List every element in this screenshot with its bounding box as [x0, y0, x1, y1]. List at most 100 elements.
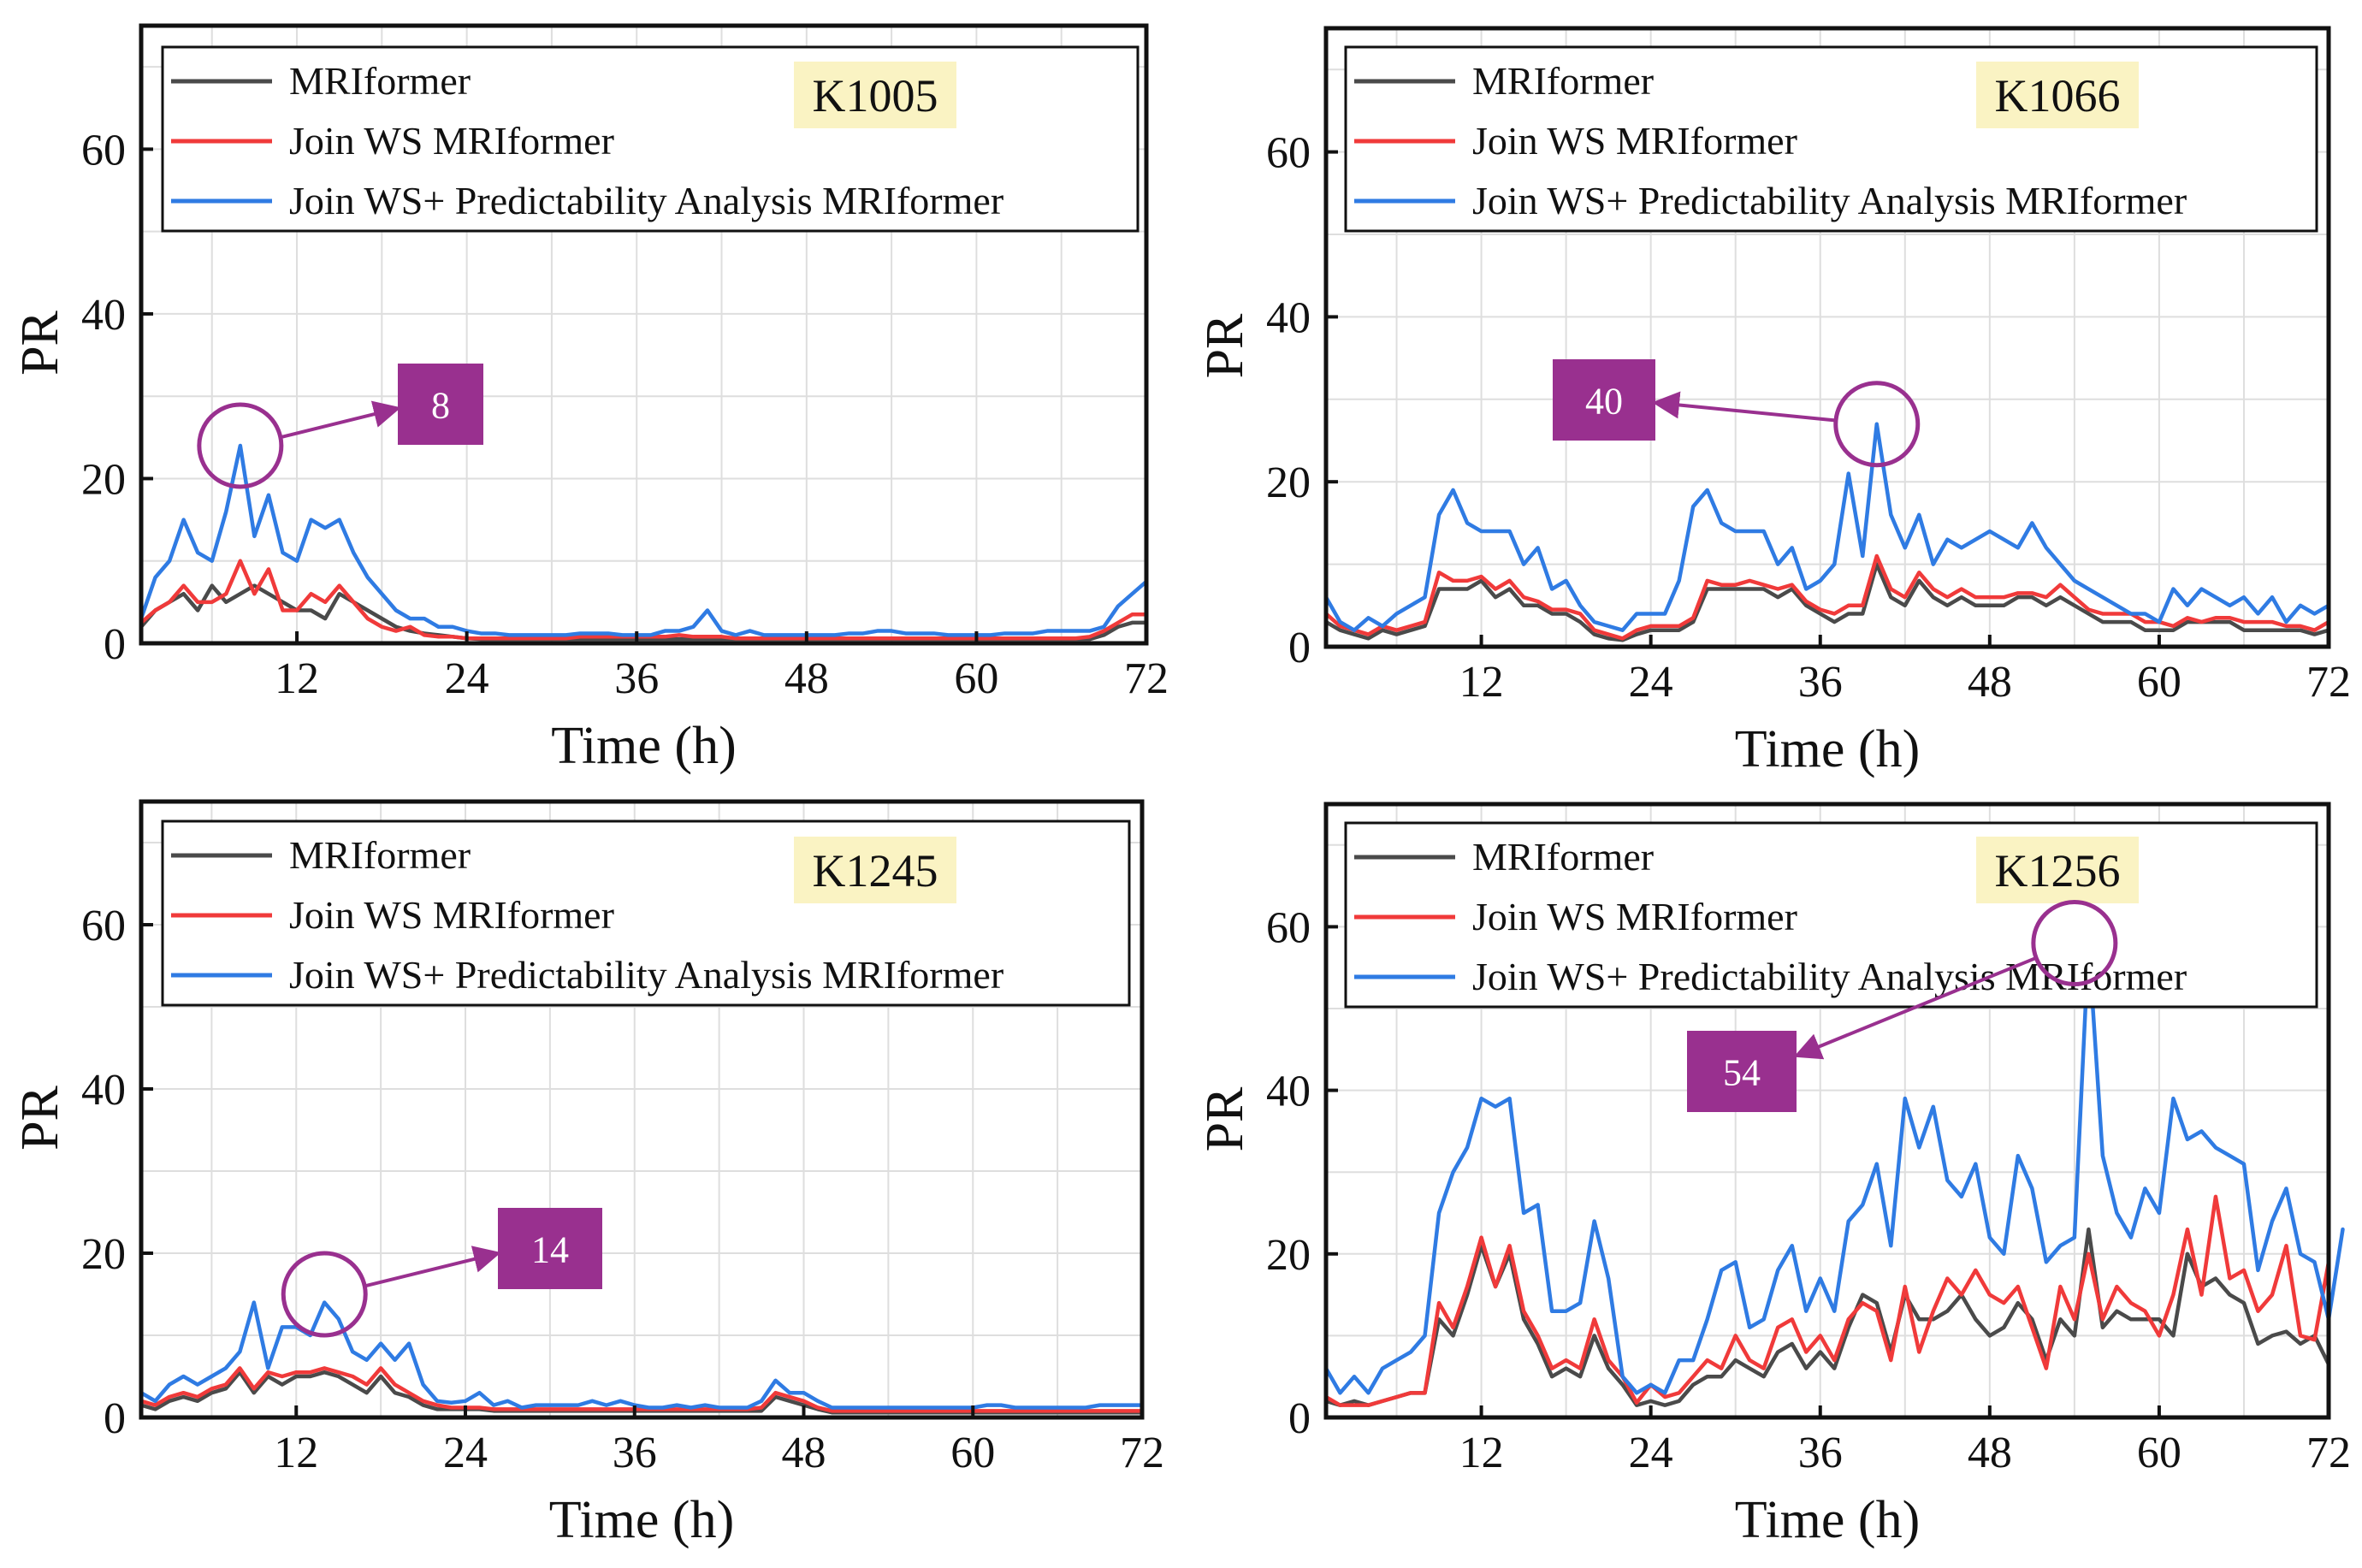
y-tick-label: 60	[81, 902, 126, 950]
y-tick-label: 40	[1266, 1068, 1311, 1116]
annotation-label: 54	[1723, 1052, 1761, 1094]
legend-label-2: Join WS MRIformer	[289, 119, 614, 163]
x-tick-label: 12	[1459, 658, 1504, 707]
annotation-label: 14	[531, 1229, 569, 1271]
plot-frame	[1323, 26, 2331, 649]
y-axis-label: PR	[1196, 313, 1254, 378]
legend-label-2: Join WS MRIformer	[1472, 119, 1797, 163]
legend-box	[161, 45, 1140, 233]
x-tick-label: 24	[1629, 658, 1673, 707]
station-tag-bg	[794, 837, 956, 903]
chart-panel-k1005: 12 24 36 48 60 72 0 20 40 60 Time (h) PR MRIformer Jo…	[11, 23, 1169, 775]
x-tick-label: 48	[1968, 658, 2012, 707]
y-axis-label: PR	[11, 310, 69, 375]
y-tick-label: 0	[1288, 624, 1311, 672]
legend-box	[1344, 821, 2318, 1009]
station-tag: K1066	[1995, 70, 2121, 121]
series-line-2	[139, 559, 1149, 641]
station-tag: K1256	[1995, 845, 2121, 896]
station-tag-bg	[1976, 62, 2139, 128]
series-line-2	[139, 1366, 1145, 1413]
legend-label-3: Join WS+ Predictability Analysis MRIform…	[1472, 179, 2187, 222]
y-tick-label: 20	[1266, 459, 1311, 507]
y-tick-label: 20	[81, 1230, 126, 1279]
peak-highlight-circle	[197, 402, 284, 489]
peak-highlight-circle	[1833, 381, 1921, 468]
y-tick-label: 60	[1266, 903, 1311, 952]
legend-label-3: Join WS+ Predictability Analysis MRIform…	[1472, 955, 2187, 998]
legend-label-1: MRIformer	[289, 59, 471, 103]
series-line-3	[1323, 941, 2345, 1395]
annotation-arrow	[280, 400, 401, 440]
legend-label-3: Join WS+ Predictability Analysis MRIform…	[289, 953, 1003, 997]
legend-label-1: MRIformer	[289, 833, 471, 877]
y-axis-label: PR	[11, 1085, 69, 1150]
x-tick-label: 60	[950, 1429, 995, 1477]
x-tick-label: 60	[2137, 1429, 2181, 1477]
x-tick-label: 48	[782, 1429, 826, 1477]
x-tick-label: 72	[1120, 1429, 1164, 1477]
x-axis-label: Time (h)	[551, 717, 736, 775]
x-tick-label: 48	[784, 654, 829, 703]
y-axis-label: PR	[1196, 1086, 1254, 1151]
x-tick-label: 60	[954, 654, 998, 703]
x-tick-label: 12	[274, 1429, 318, 1477]
series-line-3	[1323, 422, 2331, 632]
y-tick-label: 0	[104, 620, 126, 669]
annotation-box	[398, 364, 483, 445]
y-tick-label: 40	[81, 291, 126, 340]
series-line-3	[139, 443, 1149, 637]
y-tick-label: 60	[81, 126, 126, 175]
x-tick-label: 24	[1629, 1429, 1673, 1477]
y-tick-label: 0	[1288, 1394, 1311, 1443]
y-tick-label: 0	[104, 1394, 126, 1443]
series-line-1	[139, 583, 1149, 642]
x-axis-label: Time (h)	[549, 1491, 734, 1549]
series-line-2	[1323, 553, 2331, 641]
x-axis-label: Time (h)	[1735, 720, 1920, 778]
annotation-arrow	[364, 1246, 501, 1288]
station-tag: K1005	[813, 70, 938, 121]
annotation-arrow	[1793, 956, 2037, 1060]
x-axis-label: Time (h)	[1735, 1491, 1920, 1549]
station-tag-bg	[1976, 837, 2139, 903]
chart-panel-k1066: 12 24 36 48 60 72 0 20 40 60 Time (h) PR MRIformer Jo…	[1196, 26, 2351, 778]
peak-highlight-circle	[2031, 900, 2118, 987]
x-tick-label: 12	[1459, 1429, 1504, 1477]
station-tag-bg	[794, 62, 956, 128]
legend-label-1: MRIformer	[1472, 835, 1654, 879]
annotation-box	[498, 1208, 602, 1289]
x-tick-label: 36	[613, 1429, 657, 1477]
y-tick-label: 60	[1266, 129, 1311, 178]
y-tick-label: 20	[81, 455, 126, 504]
annotation-label: 8	[431, 385, 450, 427]
plot-frame	[139, 799, 1145, 1420]
annotation-box	[1553, 359, 1655, 441]
x-tick-label: 72	[1124, 654, 1169, 703]
legend-box	[161, 820, 1131, 1007]
x-tick-label: 48	[1968, 1429, 2012, 1477]
y-tick-label: 40	[1266, 293, 1311, 342]
x-tick-label: 72	[2306, 658, 2351, 707]
x-tick-label: 72	[2306, 1429, 2351, 1477]
x-tick-label: 36	[1798, 1429, 1843, 1477]
chart-panel-k1245: 12 24 36 48 60 72 0 20 40 60 Time (h) PR MRIformer Jo…	[11, 799, 1164, 1549]
station-tag: K1245	[813, 845, 938, 896]
annotation-arrow	[1652, 391, 1837, 423]
annotation-box	[1687, 1031, 1797, 1112]
x-tick-label: 24	[443, 1429, 488, 1477]
chart-panel-k1256: 12 24 36 48 60 72 0 20 40 60 Time (h) PR MRIformer Jo…	[1196, 802, 2351, 1549]
y-tick-label: 40	[81, 1066, 126, 1115]
peak-highlight-circle	[281, 1251, 368, 1338]
series-line-1	[1323, 562, 2331, 642]
y-tick-label: 20	[1266, 1231, 1311, 1280]
x-tick-label: 36	[1798, 658, 1843, 707]
legend-label-2: Join WS MRIformer	[1472, 895, 1797, 938]
plot-frame	[1323, 802, 2331, 1420]
plot-frame	[139, 23, 1149, 646]
legend-box	[1344, 45, 2318, 233]
x-tick-label: 12	[275, 654, 319, 703]
legend-label-1: MRIformer	[1472, 59, 1654, 103]
x-tick-label: 24	[445, 654, 489, 703]
